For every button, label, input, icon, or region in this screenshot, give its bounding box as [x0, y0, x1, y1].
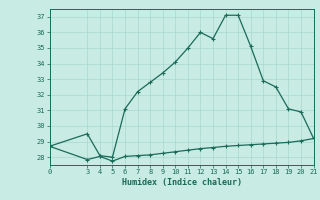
X-axis label: Humidex (Indice chaleur): Humidex (Indice chaleur) [122, 178, 242, 187]
